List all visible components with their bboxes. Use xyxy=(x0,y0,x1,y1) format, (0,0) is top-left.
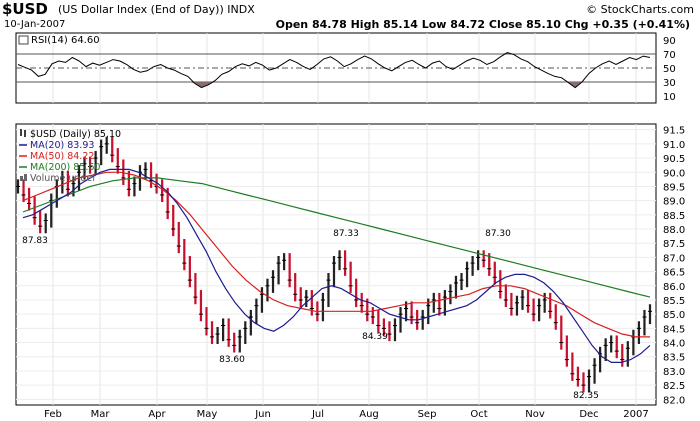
instrument-title: (US Dollar Index (End of Day)) xyxy=(58,3,224,16)
x-tick-label: Apr xyxy=(148,409,166,420)
rsi-tick-label: 50 xyxy=(663,64,676,75)
rsi-tick-label: 70 xyxy=(663,50,676,61)
ohlc-summary: Open 84.78 High 85.14 Low 84.72 Close 85… xyxy=(275,18,690,31)
price-tick-label: 84.5 xyxy=(663,324,685,335)
copyright: © StockCharts.com xyxy=(586,3,694,16)
rsi-line xyxy=(17,52,651,89)
price-annotation: 83.60 xyxy=(219,355,245,365)
price-tick-label: 89.0 xyxy=(663,197,685,208)
x-tick-label: Mar xyxy=(91,409,111,420)
chart-date: 10-Jan-2007 xyxy=(4,19,66,30)
x-tick-label: Dec xyxy=(579,409,598,420)
price-annotation: 87.83 xyxy=(22,236,48,246)
price-tick-label: 87.0 xyxy=(663,253,685,264)
price-tick-label: 89.5 xyxy=(663,182,685,193)
rsi-legend: RSI(14) 64.60 xyxy=(31,35,100,46)
price-annotation: 84.39 xyxy=(362,332,388,342)
price-tick-label: 90.5 xyxy=(663,154,685,165)
legend-ma200: MA(200) 85.60 xyxy=(30,162,100,173)
rsi-tick-label: 30 xyxy=(663,78,676,89)
x-tick-label: Nov xyxy=(525,409,545,420)
price-tick-label: 84.0 xyxy=(663,339,685,350)
price-tick-label: 85.5 xyxy=(663,296,685,307)
x-tick-label: Aug xyxy=(359,409,379,420)
price-tick-label: 91.5 xyxy=(663,126,685,137)
price-tick-label: 83.0 xyxy=(663,367,685,378)
price-annotation: 82.35 xyxy=(573,391,599,401)
price-tick-label: 86.0 xyxy=(663,282,685,293)
x-tick-label: May xyxy=(197,409,218,420)
x-tick-label: Sep xyxy=(418,409,437,420)
ma200-line xyxy=(22,177,651,298)
legend-volume-swatch xyxy=(20,176,23,181)
legend-volume-swatch xyxy=(24,174,27,181)
exchange-label: INDX xyxy=(227,3,255,16)
ma20-line xyxy=(22,168,651,363)
instrument-name: (US Dollar Index (End of Day)) INDX xyxy=(58,4,255,16)
price-tick-label: 82.0 xyxy=(663,395,685,406)
price-tick-label: 83.5 xyxy=(663,353,685,364)
x-tick-label: Jul xyxy=(311,409,324,420)
price-tick-label: 91.0 xyxy=(663,140,685,151)
rsi-tick-label: 10 xyxy=(663,92,676,103)
rsi-panel-frame xyxy=(15,32,657,104)
rsi-legend-swatch xyxy=(18,35,29,45)
x-tick-label: Oct xyxy=(470,409,487,420)
price-annotation: 87.33 xyxy=(333,229,359,239)
x-tick-label: Jun xyxy=(254,409,271,420)
legend-ma20: MA(20) 83.93 xyxy=(30,140,94,151)
price-tick-label: 87.5 xyxy=(663,239,685,250)
ma50-line xyxy=(22,171,650,338)
rsi-tick-label: 90 xyxy=(663,36,676,47)
price-tick-label: 86.5 xyxy=(663,268,685,279)
price-tick-label: 82.5 xyxy=(663,381,685,392)
x-tick-label: Feb xyxy=(44,409,62,420)
x-tick-label: 2007 xyxy=(623,409,648,420)
legend-volume: Volume undef xyxy=(30,173,96,184)
ticker-symbol: $USD xyxy=(2,0,48,18)
price-tick-label: 88.5 xyxy=(663,211,685,222)
price-tick-label: 88.0 xyxy=(663,225,685,236)
price-panel-frame xyxy=(15,123,657,406)
price-tick-label: 90.0 xyxy=(663,168,685,179)
price-tick-label: 85.0 xyxy=(663,310,685,321)
legend-price: $USD (Daily) 85.10 xyxy=(30,129,121,140)
price-annotation: 87.30 xyxy=(485,229,511,239)
legend-ma50: MA(50) 84.22 xyxy=(30,151,94,162)
